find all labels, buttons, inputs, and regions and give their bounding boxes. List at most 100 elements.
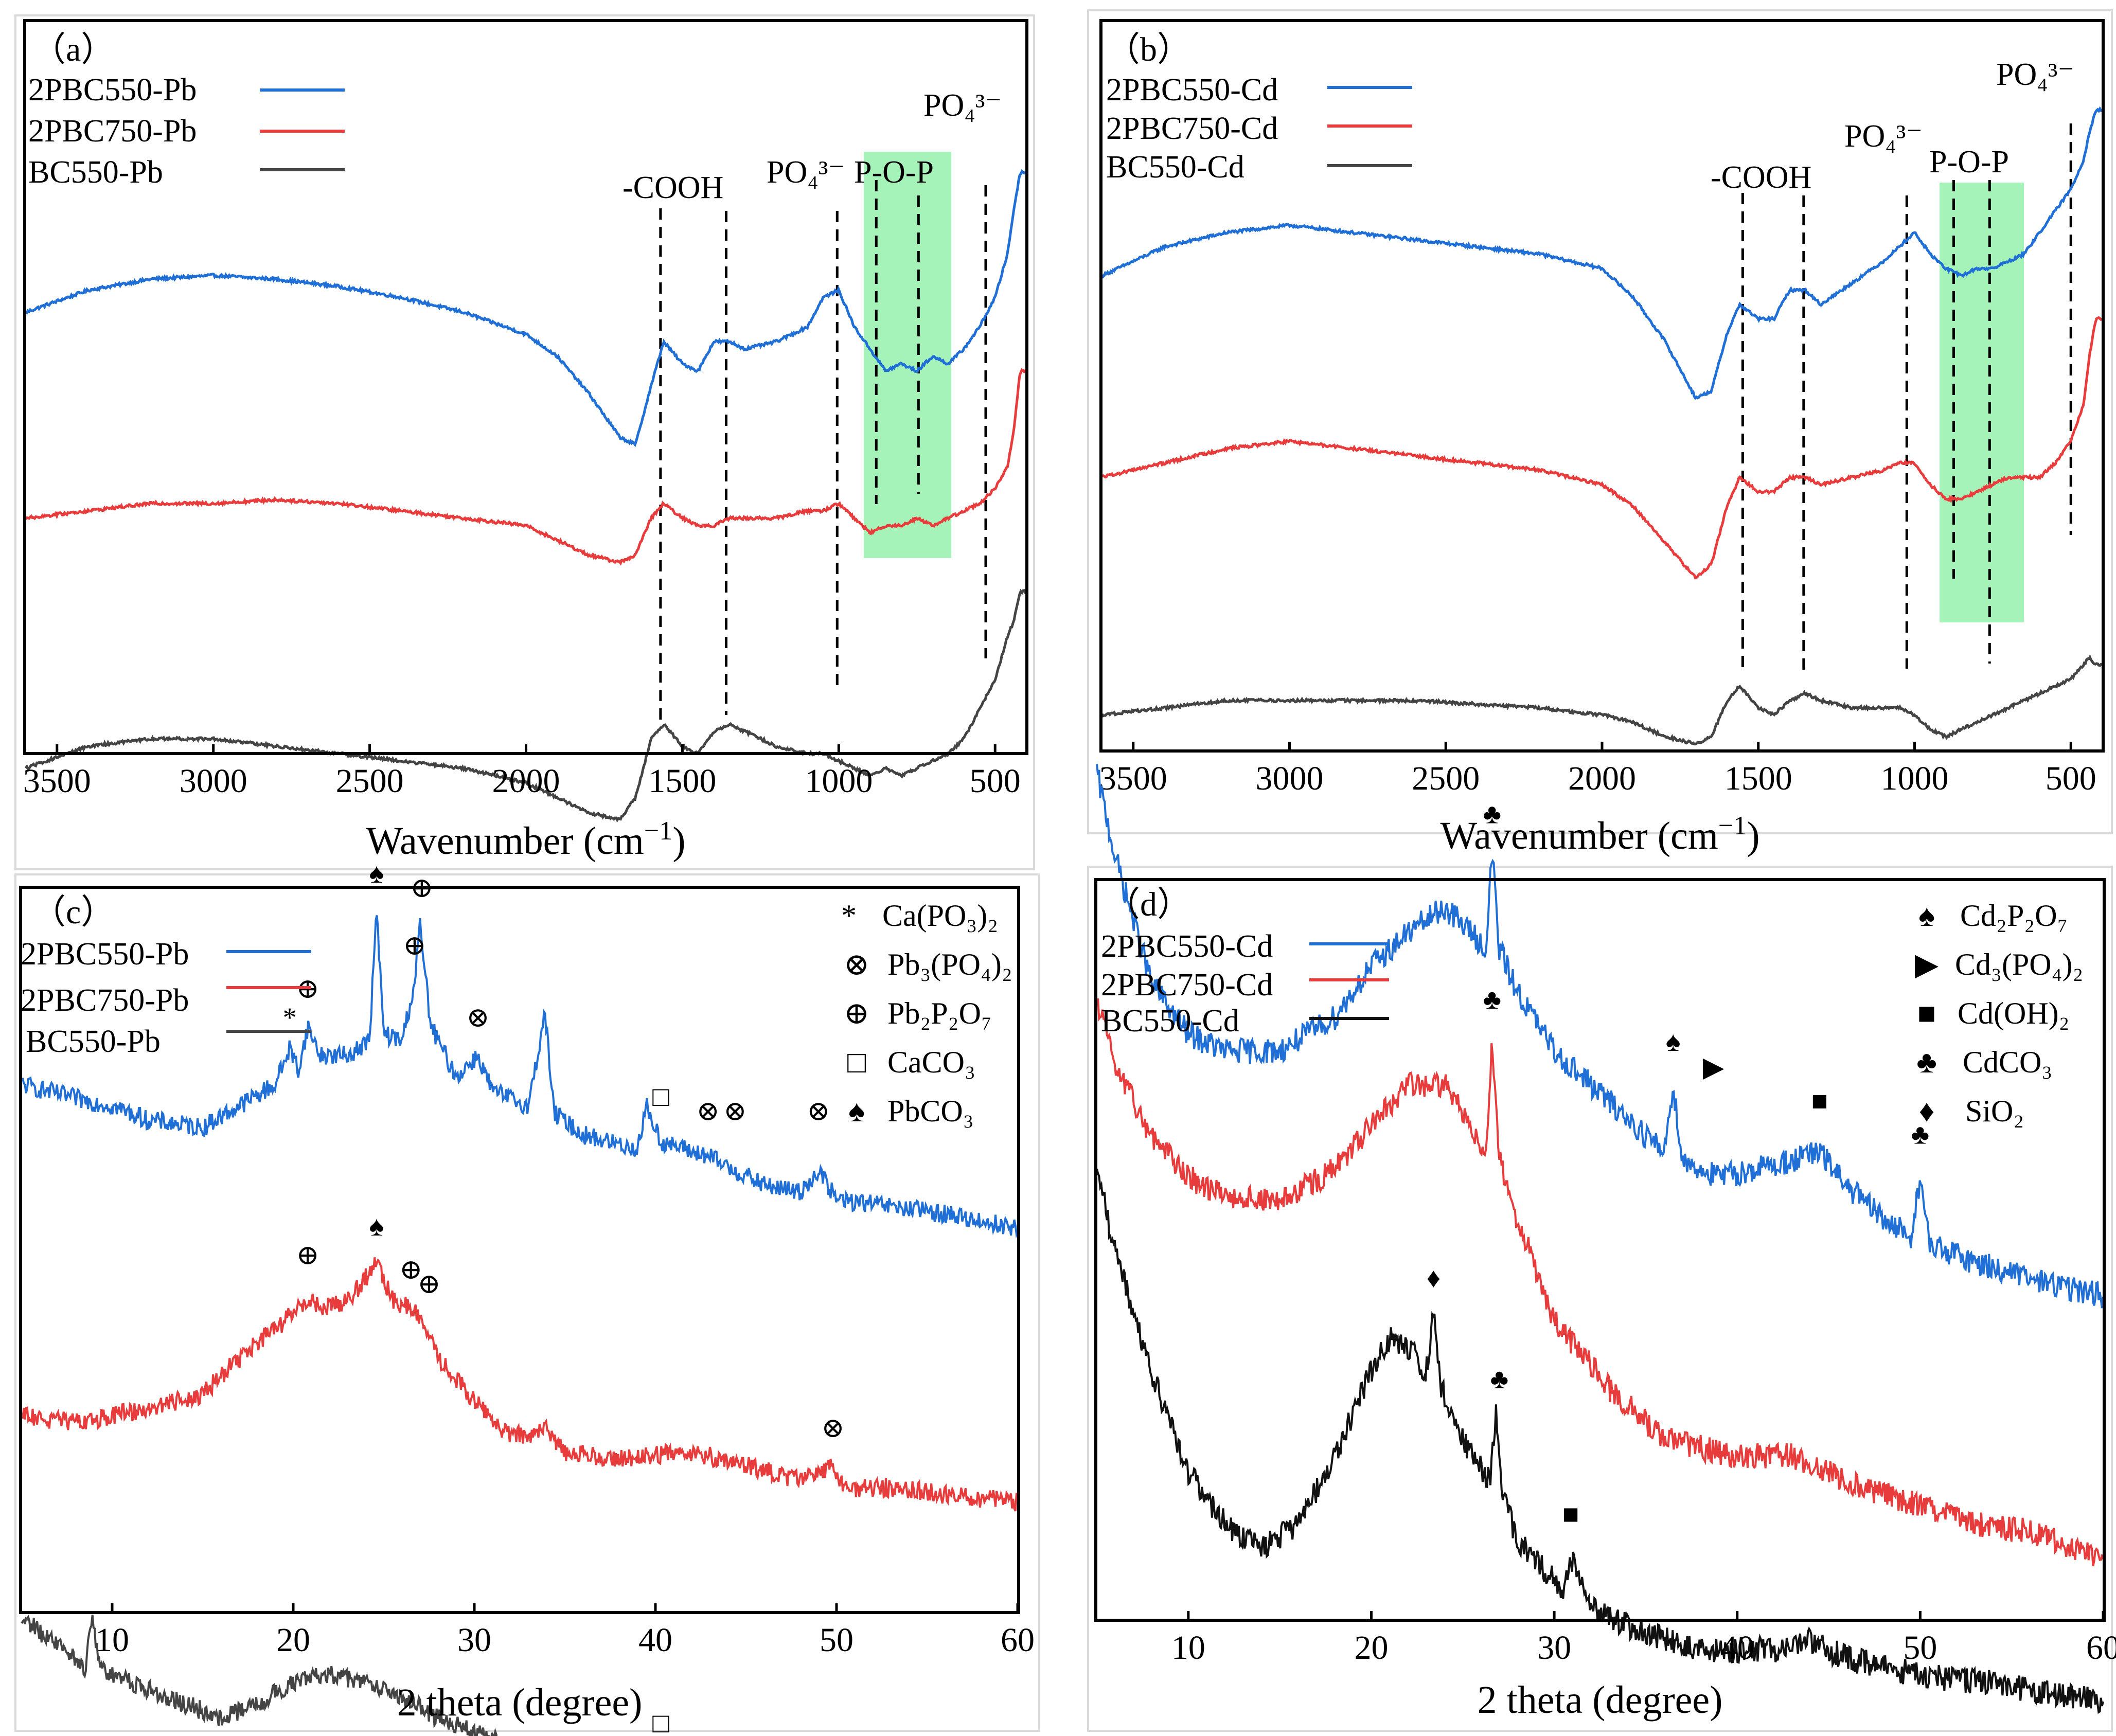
x-tick-label: 10 bbox=[95, 1621, 129, 1659]
x-ticks: 10 20 30 40 50 60 bbox=[1171, 1611, 2116, 1667]
plot-frame bbox=[1094, 878, 2106, 1622]
marker-legend-label-cd-oh2: Cd(OH)₂ bbox=[1958, 996, 2070, 1030]
x-tick-label: 1000 bbox=[805, 762, 873, 800]
legend-label-2pbc550-pb: 2PBC550-Pb bbox=[21, 937, 189, 972]
x-tick-label: 1500 bbox=[648, 762, 716, 800]
x-axis-label: 2 theta (degree) bbox=[1478, 1678, 1723, 1722]
marker-legend-label-cd2p2o7: Cd₂P₂O₇ bbox=[1960, 899, 2068, 933]
ftir-series bbox=[24, 169, 1027, 822]
panel-b: 3500 3000 2500 2000 1500 1000 500 （b） 2PBC550-… bbox=[1099, 19, 2105, 857]
marker-legend: ♠ Cd₂P₂O₇ ▶ Cd₃(PO₄)₂ ■ Cd(OH)₂ ♣ CdCO₃ … bbox=[1915, 899, 2084, 1128]
x-axis-label-main: Wavenumber (cm bbox=[366, 819, 644, 863]
annotation-po4-a: PO₄³⁻ bbox=[1844, 119, 1923, 154]
legend-label-2pbc750-pb: 2PBC750-Pb bbox=[21, 983, 189, 1018]
x-tick-label: 500 bbox=[970, 762, 1021, 800]
annotation-po4-b: PO₄³⁻ bbox=[1996, 57, 2074, 92]
panel-a-outer-border bbox=[14, 14, 1035, 870]
x-axis-label-end: ) bbox=[672, 819, 685, 863]
marker-legend-label-ca-po3: Ca(PO₃)₂ bbox=[882, 899, 998, 933]
peak-marker: ♣ bbox=[1911, 1119, 1929, 1150]
x-tick-label: 50 bbox=[820, 1621, 853, 1659]
peak-marker: ♦ bbox=[1427, 1262, 1441, 1293]
series-line-2pbc750-pb bbox=[25, 368, 1027, 566]
marker-legend-symbol-diamond: ♦ bbox=[1919, 1094, 1935, 1128]
x-tick-label: 500 bbox=[2046, 760, 2096, 797]
x-axis-label-sup: −1 bbox=[1718, 811, 1747, 840]
x-tick-label: 3500 bbox=[23, 762, 91, 800]
x-tick-label: 30 bbox=[457, 1621, 491, 1659]
peak-markers: ♠ ▶ ■ ■ ♣ ♣ ♣ ♣ ♦ bbox=[1427, 798, 1929, 1529]
annotations: -COOH PO₄³⁻ P-O-P PO₄³⁻ bbox=[1711, 57, 2074, 195]
panel-tag: （b） bbox=[1106, 31, 1191, 68]
series-line-2pbc750-pb bbox=[21, 1257, 1018, 1512]
series-line-2pbc550-pb bbox=[21, 915, 1019, 1239]
marker-legend-symbol-asterisk: * bbox=[841, 899, 857, 933]
series-line-2pbc550-pb bbox=[25, 169, 1027, 448]
legend-label-2pbc550-cd: 2PBC550-Cd bbox=[1106, 73, 1278, 108]
legend: 2PBC550-Pb 2PBC750-Pb BC550-Pb bbox=[28, 73, 345, 190]
x-tick-label: 30 bbox=[1537, 1629, 1571, 1667]
x-tick-label: 2500 bbox=[1412, 760, 1480, 797]
panel-c: * ⊗⊗ ⊗ ⊗⊗⊕⊕⊕⊕ ⊕⊕□□♠♠ 10 20 30 40 50 60 （c） 2PBC55… bbox=[19, 858, 1035, 1736]
x-tick-label: 2000 bbox=[1568, 760, 1636, 797]
x-axis-label-main: Wavenumber (cm bbox=[1440, 814, 1718, 857]
x-axis-label: 2 theta (degree) bbox=[397, 1681, 643, 1724]
peak-marker: ⊗ bbox=[821, 1412, 844, 1443]
marker-legend-label-cdco3: CdCO₃ bbox=[1963, 1045, 2052, 1079]
marker-legend-label-sio2: SiO₂ bbox=[1965, 1094, 2024, 1128]
panel-d-outer-border bbox=[1087, 866, 2113, 1732]
x-ticks: 10 20 30 40 50 60 bbox=[95, 1603, 1035, 1659]
legend-label-2pbc750-pb: 2PBC750-Pb bbox=[28, 114, 197, 149]
marker-legend-symbol-spade: ♠ bbox=[848, 1094, 865, 1128]
xrd-series bbox=[1096, 764, 2104, 1714]
peak-marker: □ bbox=[652, 1708, 669, 1736]
annotation-p-o-p: P-O-P bbox=[854, 155, 934, 190]
x-axis-label-sup: −1 bbox=[644, 816, 672, 846]
x-tick-label: 3000 bbox=[1256, 760, 1324, 797]
marker-legend-label-caco3: CaCO₃ bbox=[887, 1045, 975, 1079]
peak-markers: * ⊗⊗ ⊗ ⊗⊗⊕⊕⊕⊕ ⊕⊕□□♠♠ bbox=[282, 858, 844, 1736]
series-line-2pbc750-cd bbox=[1101, 316, 2103, 580]
panel-tag: （a） bbox=[32, 31, 115, 68]
annotations: -COOH PO₄³⁻ P-O-P PO₄³⁻ bbox=[623, 88, 1002, 205]
x-tick-label: 1500 bbox=[1724, 760, 1792, 797]
marker-legend: * Ca(PO₃)₂ ⊗ Pb₃(PO₄)₂ ⊕ Pb₂P₂O₇ □ CaCO₃… bbox=[841, 899, 1012, 1128]
marker-legend-label-pbco3: PbCO₃ bbox=[887, 1094, 974, 1128]
peak-marker: ⊗ bbox=[723, 1096, 746, 1126]
plot-frame bbox=[19, 886, 1020, 1614]
marker-legend-symbol-square: ■ bbox=[1917, 996, 1936, 1030]
series-line-2pbc550-cd bbox=[1096, 764, 2104, 1309]
peak-marker: ♣ bbox=[1490, 1364, 1508, 1394]
marker-legend-symbol-square: □ bbox=[847, 1045, 866, 1079]
legend: 2PBC550-Cd 2PBC750-Cd BC550-Cd bbox=[1106, 73, 1412, 185]
annotation-cooh: -COOH bbox=[623, 170, 723, 205]
peak-marker: ⊗ bbox=[696, 1096, 719, 1126]
annotation-p-o-p: P-O-P bbox=[1929, 145, 2009, 180]
annotation-po4-a: PO₄³⁻ bbox=[767, 155, 845, 190]
legend-label-2pbc750-cd: 2PBC750-Cd bbox=[1101, 968, 1273, 1003]
marker-legend-symbol-club: ♣ bbox=[1916, 1045, 1936, 1079]
x-ticks: 3500 3000 2500 2000 1500 1000 500 bbox=[23, 744, 1021, 800]
xrd-series bbox=[21, 915, 1019, 1736]
x-ticks: 3500 3000 2500 2000 1500 1000 500 bbox=[1099, 742, 2096, 797]
x-tick-label: 10 bbox=[1171, 1629, 1205, 1667]
legend-label-2pbc550-cd: 2PBC550-Cd bbox=[1101, 929, 1273, 964]
peak-marker: ⊕ bbox=[296, 1240, 319, 1270]
peak-marker: * bbox=[282, 1002, 296, 1033]
p-o-p-highlight-band bbox=[863, 152, 952, 558]
peak-marker: ♣ bbox=[1483, 984, 1501, 1015]
marker-legend-symbol-circled-x: ⊗ bbox=[844, 947, 869, 981]
peak-marker: ♣ bbox=[1483, 798, 1501, 829]
legend-label-2pbc550-pb: 2PBC550-Pb bbox=[28, 73, 197, 108]
marker-legend-symbol-triangle: ▶ bbox=[1915, 947, 1939, 981]
marker-legend-symbol-circled-plus: ⊕ bbox=[844, 996, 869, 1030]
panel-d: ♠▶■■♣♣♣♣♦ 10 20 30 40 50 60 （d） 2PBC550-Cd 2P… bbox=[1094, 764, 2116, 1722]
marker-legend-label-pb3-po4: Pb₃(PO₄)₂ bbox=[887, 947, 1012, 981]
legend-label-bc550-pb: BC550-Pb bbox=[28, 155, 163, 190]
peak-marker: ■ bbox=[1811, 1085, 1828, 1116]
x-tick-label: 3000 bbox=[180, 762, 247, 800]
x-axis-label: Wavenumber (cm−1) bbox=[1440, 811, 1759, 857]
panel-tag: （c） bbox=[32, 893, 115, 931]
legend-label-bc550-pb: BC550-Pb bbox=[26, 1024, 161, 1059]
